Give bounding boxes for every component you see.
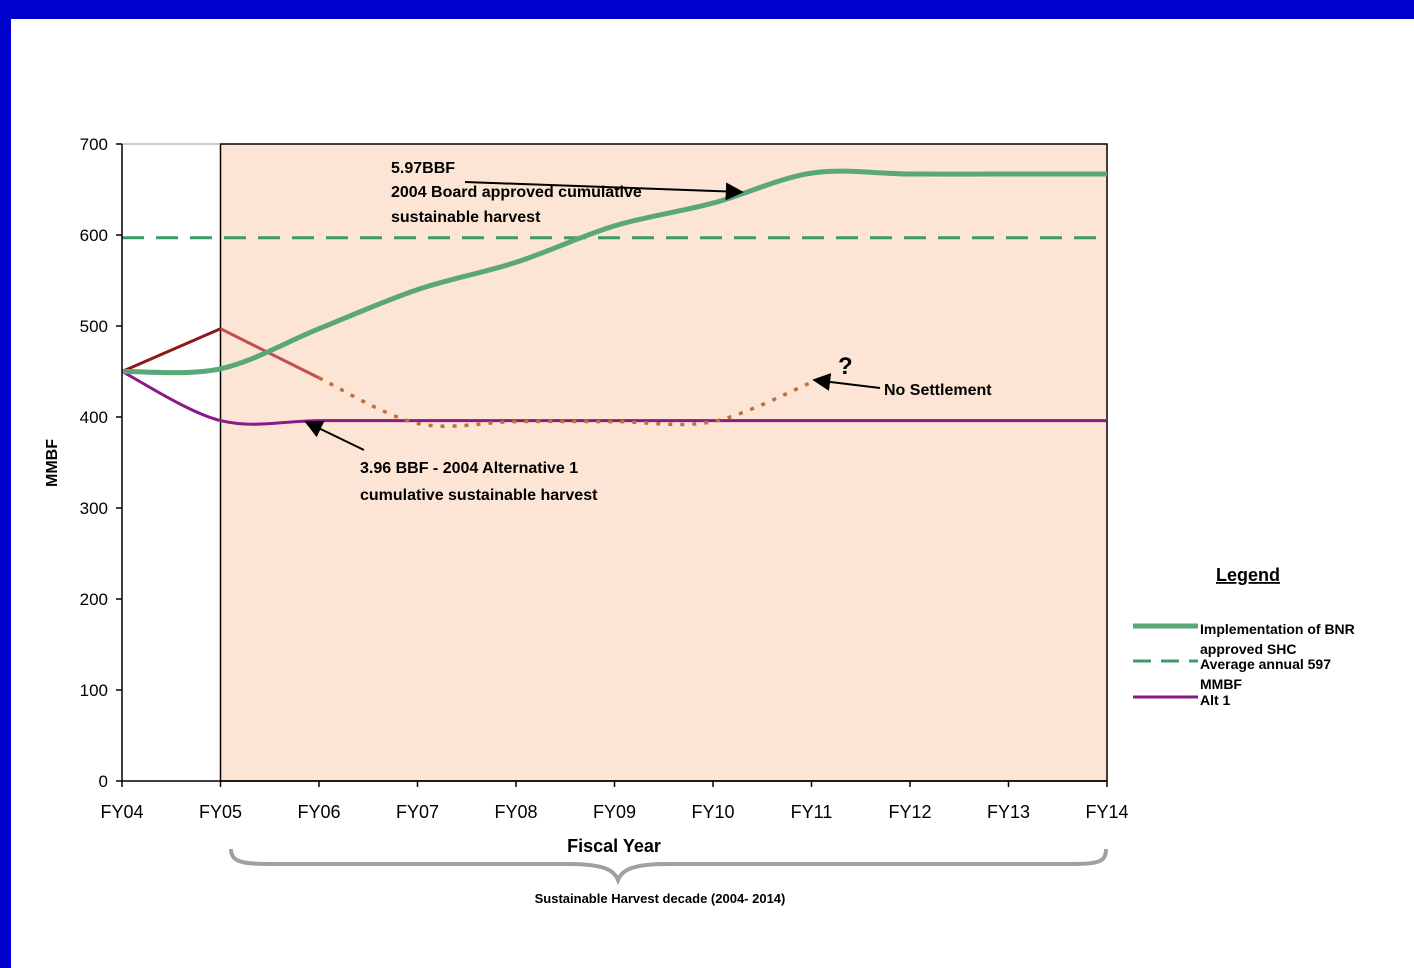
y-tick-label: 100 <box>80 681 108 700</box>
shaded-harvest-region <box>219 143 1108 782</box>
x-tick-label: FY08 <box>494 802 537 822</box>
bnr-annotation-line2: 2004 Board approved cumulative <box>391 184 642 201</box>
alt1-annotation-line2: cumulative sustainable harvest <box>360 487 598 504</box>
x-tick-label: FY10 <box>691 802 734 822</box>
question-mark: ? <box>838 353 853 380</box>
y-tick-label: 700 <box>80 135 108 154</box>
legend-label-bnr-line1: Implementation of BNR <box>1200 621 1355 637</box>
no-settlement-arrow <box>812 373 881 391</box>
x-tick-label: FY11 <box>791 802 833 822</box>
bnr-annotation-line1: 5.97BBF <box>391 160 455 177</box>
x-axis-title: Fiscal Year <box>567 836 661 856</box>
y-tick-label: 300 <box>80 499 108 518</box>
legend-label-average-line2: MMBF <box>1200 676 1242 692</box>
legend-title: Legend <box>1216 565 1280 585</box>
bnr-annotation-arrow <box>464 181 744 201</box>
y-axis-title: MMBF <box>44 439 61 487</box>
bnr-annotation-line3: sustainable harvest <box>391 209 541 226</box>
x-tick-label: FY12 <box>888 802 931 822</box>
legend-label-average-line1: Average annual 597 <box>1200 656 1331 672</box>
x-tick-label: FY06 <box>297 802 340 822</box>
decade-label: Sustainable Harvest decade (2004- 2014) <box>535 891 786 906</box>
frame-top-bar <box>0 0 1414 19</box>
frame-left-bar <box>0 0 11 968</box>
series-bnr-line <box>121 168 1107 376</box>
x-tick-label: FY07 <box>396 802 439 822</box>
x-tick-label: FY05 <box>199 802 242 822</box>
legend-label-bnr-line2: approved SHC <box>1200 641 1296 657</box>
y-tick-label: 200 <box>80 590 108 609</box>
y-tick-label: 500 <box>80 317 108 336</box>
legend: Legend Implementation of BNR approved SH… <box>1133 565 1355 708</box>
x-tick-label: FY09 <box>593 802 636 822</box>
series-early-rise-line <box>121 327 222 373</box>
decade-brace <box>229 848 1108 886</box>
x-tick-label: FY14 <box>1085 802 1128 822</box>
alt1-annotation-line1: 3.96 BBF - 2004 Alternative 1 <box>360 460 578 477</box>
y-tick-label: 0 <box>99 772 108 791</box>
x-tick-label: FY04 <box>100 802 143 822</box>
y-tick-label: 400 <box>80 408 108 427</box>
alt1-annotation-arrow <box>304 420 365 451</box>
series-alt1-line <box>121 370 1107 426</box>
x-tick-label: FY13 <box>987 802 1030 822</box>
legend-label-alt1: Alt 1 <box>1200 692 1231 708</box>
no-settlement-label: No Settlement <box>884 382 992 399</box>
y-tick-label: 600 <box>80 226 108 245</box>
